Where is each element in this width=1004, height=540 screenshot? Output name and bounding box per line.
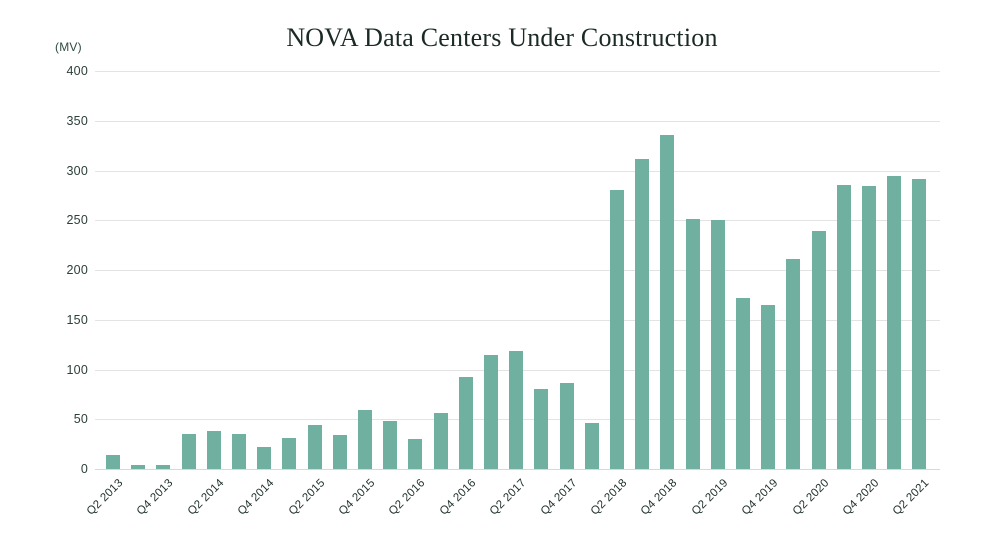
x-axis: Q2 2013 Q4 2013 Q2 2014 Q4 2014 Q2 2015 Q4 20… (85, 469, 940, 540)
x-axis-tick-label: Q4 2020 (840, 477, 882, 518)
bar (534, 389, 549, 469)
bar (383, 421, 398, 469)
y-axis-tick-label: 100 (66, 362, 88, 377)
x-axis-tick-label: Q2 2021 (891, 477, 932, 518)
bar (307, 425, 322, 469)
bar (232, 434, 246, 469)
y-axis-tick-label: 0 (80, 462, 88, 476)
gridline (95, 469, 940, 470)
x-axis-tick-label: Q4 2019 (739, 477, 781, 518)
bar (257, 447, 272, 469)
bar (206, 431, 221, 469)
bar (408, 439, 423, 469)
x-axis-tick-label: Q4 2015 (336, 477, 378, 518)
bar (685, 219, 700, 469)
bar (635, 158, 650, 469)
y-axis-tick-label: 200 (66, 263, 88, 277)
bar (660, 134, 675, 469)
bar (786, 259, 801, 469)
bar (736, 297, 750, 469)
bars-series (95, 71, 940, 469)
y-axis-tick-label: 350 (66, 113, 88, 128)
x-axis-tick-label: Q2 2018 (588, 477, 630, 518)
y-axis-tick-label: 300 (66, 163, 88, 178)
bar (433, 413, 448, 469)
x-axis-tick-label: Q4 2013 (135, 477, 176, 518)
x-axis-tick-label: Q2 2020 (790, 477, 832, 518)
x-axis-tick-label: Q2 2014 (185, 477, 227, 518)
bar (559, 383, 574, 469)
x-axis-tick-label: Q2 2015 (286, 477, 328, 518)
bar (761, 304, 776, 469)
bar (332, 435, 347, 469)
gridline (95, 71, 940, 72)
x-axis-tick-label: Q4 2018 (639, 477, 680, 518)
plot-area (95, 71, 940, 470)
gridline (95, 319, 940, 321)
bar (458, 377, 473, 469)
y-axis-tick-label: 50 (73, 412, 88, 427)
y-axis-tick-label: 250 (66, 213, 88, 228)
bar (862, 186, 876, 469)
y-axis-tick-label: 400 (66, 64, 88, 78)
gridline (95, 220, 940, 222)
bar (131, 465, 146, 469)
y-axis-unit-label: (MV) (55, 40, 82, 54)
gridline (95, 270, 940, 271)
bar (282, 438, 297, 469)
bar (836, 185, 851, 469)
bar (584, 423, 599, 469)
x-axis-tick-label: Q2 2017 (487, 477, 529, 518)
x-axis-tick-label: Q2 2013 (84, 477, 126, 518)
bar (106, 455, 120, 469)
bar (912, 179, 927, 469)
bar (509, 350, 524, 469)
y-axis-tick-label: 150 (66, 312, 88, 327)
bar (811, 231, 826, 469)
chart-title: NOVA Data Centers Under Construction (286, 23, 718, 52)
gridline (95, 120, 940, 122)
x-axis-tick-label: Q2 2016 (387, 477, 428, 518)
y-axis: 400 350 300 250 200 150 100 50 0 (40, 64, 88, 476)
x-axis-tick-label: Q4 2014 (235, 477, 277, 518)
bar (156, 465, 171, 469)
bar (181, 434, 196, 469)
bar (358, 410, 372, 469)
bar (484, 354, 498, 469)
x-axis-tick-label: Q4 2017 (538, 477, 580, 518)
x-axis-tick-label: Q2 2019 (689, 477, 731, 518)
x-axis-tick-label: Q4 2016 (437, 477, 479, 518)
gridline (95, 170, 940, 172)
bar (887, 176, 902, 469)
bar (610, 190, 624, 469)
bar (710, 220, 725, 469)
